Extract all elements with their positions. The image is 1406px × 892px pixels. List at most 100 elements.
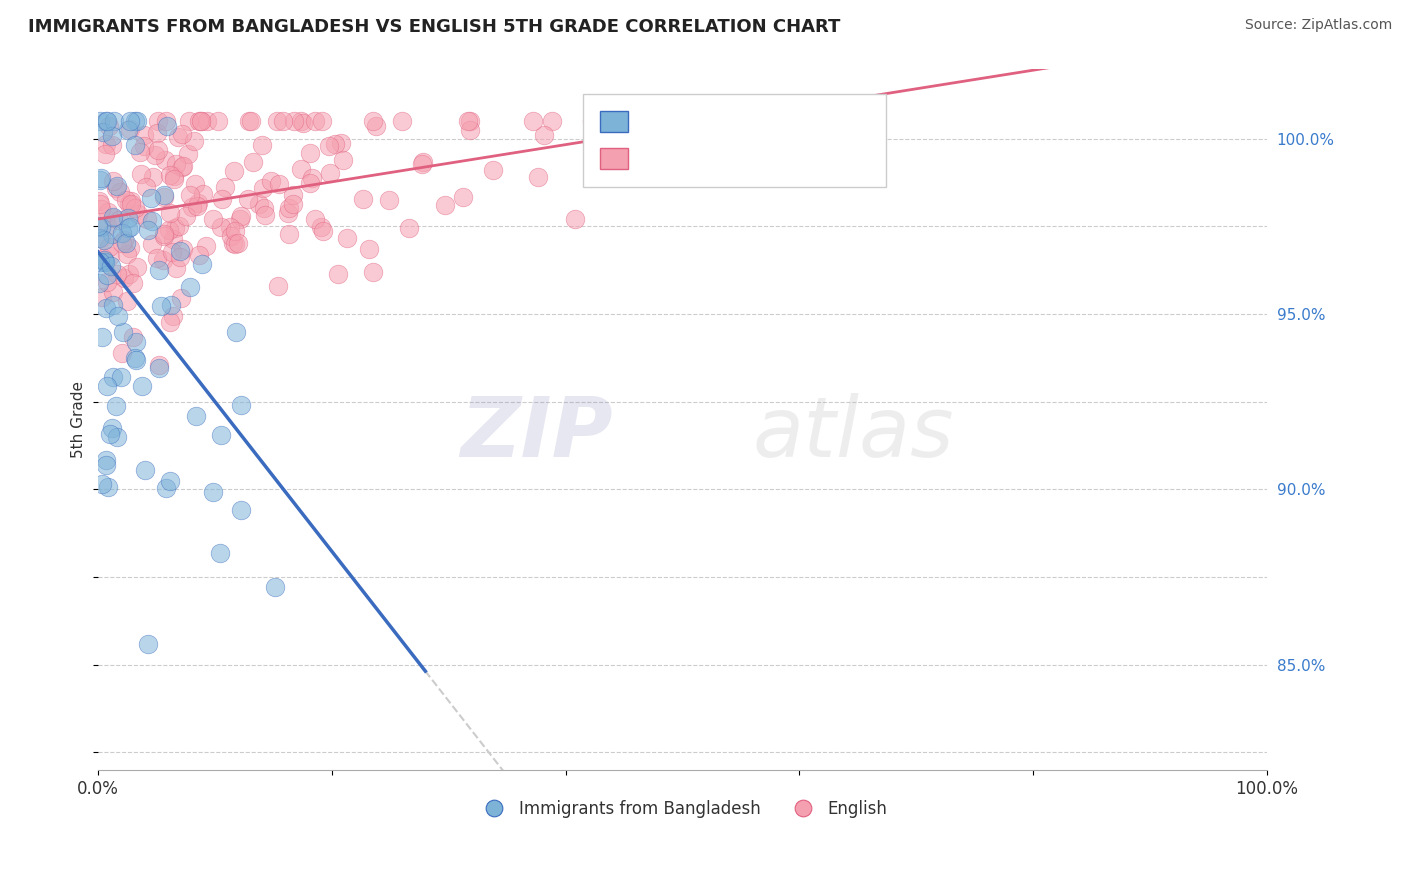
Point	[103, 114, 125, 128]
Point	[208, 546, 231, 560]
Point	[135, 179, 157, 194]
Point	[278, 227, 301, 241]
Point	[90, 231, 112, 245]
Point	[96, 458, 118, 472]
Point	[457, 114, 479, 128]
Point	[129, 145, 152, 159]
Point	[323, 136, 346, 151]
Point	[91, 252, 114, 266]
Point	[225, 325, 247, 339]
Point	[91, 477, 114, 491]
Point	[163, 169, 186, 184]
Point	[541, 114, 564, 128]
Point	[103, 285, 125, 299]
Point	[326, 267, 349, 281]
Point	[170, 292, 193, 306]
Point	[120, 220, 142, 235]
Point	[148, 114, 170, 128]
Point	[94, 136, 117, 151]
Point	[153, 187, 176, 202]
Point	[110, 369, 132, 384]
Point	[222, 164, 245, 178]
Point	[124, 351, 146, 365]
Point	[292, 116, 315, 130]
Point	[309, 220, 332, 235]
Point	[412, 154, 434, 169]
Point	[312, 224, 335, 238]
Point	[336, 231, 359, 245]
Point	[121, 330, 143, 344]
Point	[172, 160, 194, 174]
Point	[564, 211, 586, 226]
Point	[136, 637, 159, 651]
Point	[89, 231, 111, 245]
Point	[214, 180, 236, 194]
Point	[813, 114, 835, 128]
Point	[141, 191, 163, 205]
Point	[411, 156, 433, 170]
Point	[149, 299, 172, 313]
Point	[153, 190, 176, 204]
Point	[120, 114, 142, 128]
Point	[90, 202, 112, 216]
Point	[101, 370, 124, 384]
Point	[165, 157, 187, 171]
Point	[211, 192, 233, 206]
Point	[252, 181, 274, 195]
Point	[152, 252, 174, 267]
Point	[94, 255, 117, 269]
Point	[169, 250, 191, 264]
Point	[304, 114, 326, 128]
Point	[434, 198, 457, 212]
Point	[153, 229, 176, 244]
Point	[90, 290, 112, 304]
Point	[167, 219, 190, 234]
Point	[522, 114, 544, 128]
Point	[117, 211, 139, 226]
Text: atlas: atlas	[752, 392, 955, 474]
Point	[527, 170, 550, 185]
Point	[94, 114, 117, 128]
Point	[103, 298, 125, 312]
Point	[458, 114, 481, 128]
Point	[364, 119, 387, 133]
Point	[97, 204, 120, 219]
Point	[361, 114, 384, 128]
Text: 76: 76	[783, 112, 806, 129]
Point	[156, 119, 179, 133]
Point	[179, 114, 201, 128]
Point	[101, 421, 124, 435]
Legend: Immigrants from Bangladesh, English: Immigrants from Bangladesh, English	[471, 794, 894, 825]
Point	[105, 181, 128, 195]
Point	[581, 114, 603, 128]
Point	[105, 267, 128, 281]
Point	[125, 353, 148, 368]
Point	[304, 212, 326, 227]
Point	[101, 210, 124, 224]
Text: -0.458: -0.458	[685, 112, 744, 129]
Point	[141, 214, 163, 228]
Point	[120, 197, 142, 211]
Point	[114, 193, 136, 207]
Point	[153, 227, 176, 242]
Point	[101, 137, 124, 152]
Point	[96, 379, 118, 393]
Point	[93, 125, 115, 139]
Point	[453, 190, 475, 204]
Point	[172, 159, 194, 173]
Point	[96, 219, 118, 234]
Point	[124, 334, 146, 349]
Point	[190, 114, 212, 128]
Point	[330, 136, 353, 150]
Y-axis label: 5th Grade: 5th Grade	[72, 381, 86, 458]
Text: R =: R =	[638, 151, 666, 165]
Point	[89, 173, 111, 187]
Point	[131, 378, 153, 392]
Point	[240, 114, 263, 128]
Point	[96, 453, 118, 467]
Point	[162, 310, 184, 324]
Point	[264, 580, 287, 594]
Point	[174, 209, 197, 223]
Point	[129, 167, 152, 181]
Point	[194, 239, 217, 253]
